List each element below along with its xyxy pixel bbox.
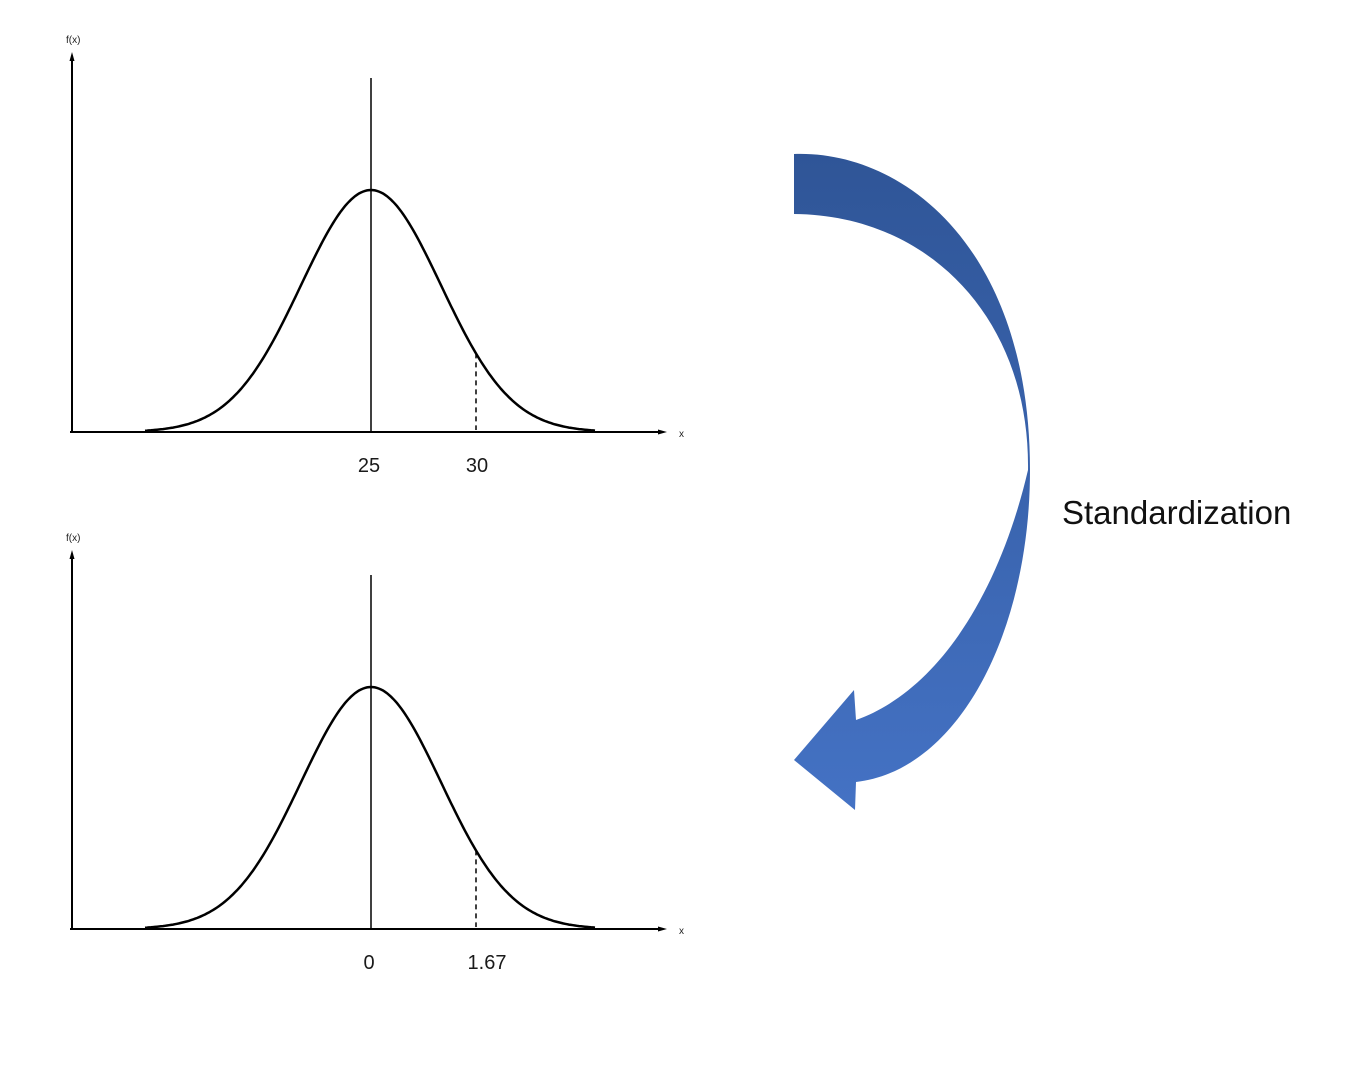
- top-y-axis-label: f(x): [66, 35, 80, 46]
- bottom-tick-mean: 0: [363, 952, 374, 974]
- bottom-x-axis-arrowhead: [658, 926, 667, 932]
- bottom-y-axis-label: f(x): [66, 533, 80, 544]
- top-tick-mean: 25: [358, 455, 380, 477]
- top-x-axis-arrowhead: [658, 429, 667, 435]
- top-normal-plot: f(x) x 25 30: [66, 35, 684, 477]
- bottom-y-axis-arrowhead: [69, 550, 75, 559]
- top-y-axis-arrowhead: [69, 52, 75, 61]
- top-bell-curve: [144, 188, 596, 432]
- top-tick-value: 30: [466, 455, 488, 477]
- bottom-normal-plot: f(x) x 0 1.67: [66, 533, 684, 974]
- standardization-label: Standardization: [1062, 494, 1291, 531]
- bottom-bell-curve: [144, 685, 596, 929]
- top-x-axis-label: x: [679, 429, 684, 440]
- bottom-tick-value: 1.67: [468, 952, 507, 974]
- bottom-x-axis-label: x: [679, 926, 684, 937]
- standardization-arrow: [794, 153, 1030, 810]
